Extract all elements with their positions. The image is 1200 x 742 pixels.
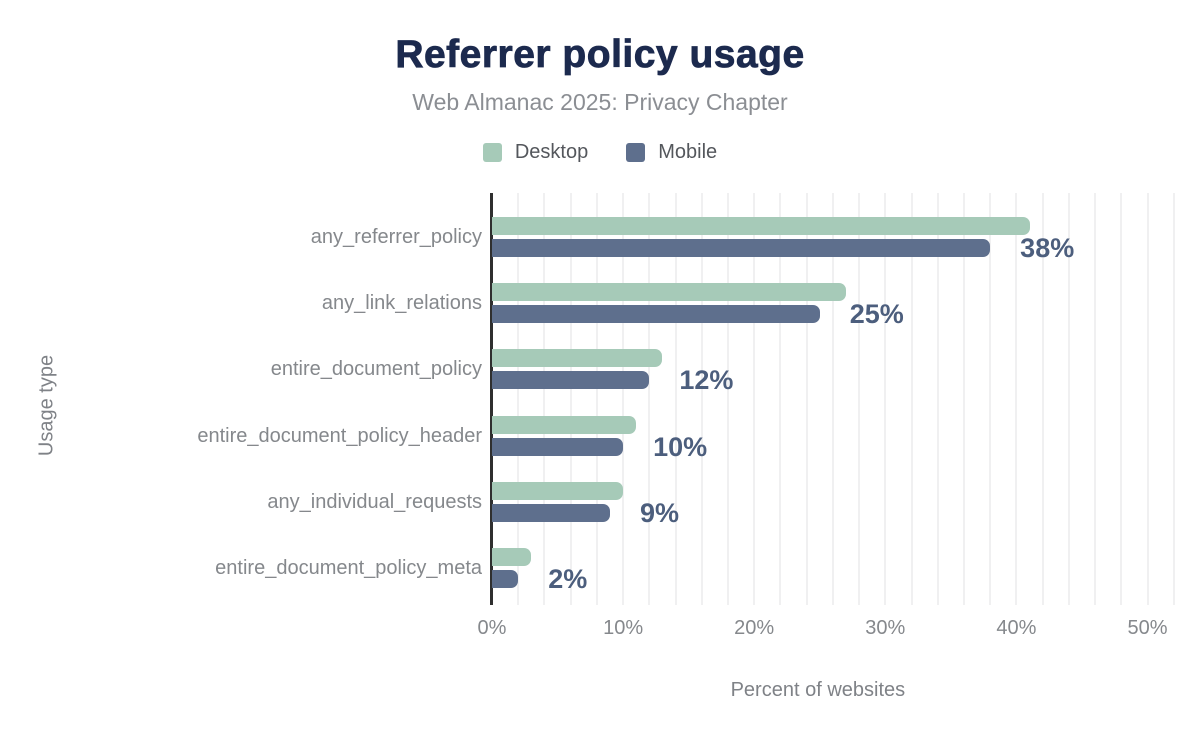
legend-swatch-desktop bbox=[482, 143, 502, 162]
category-label: entire_document_policy_meta bbox=[215, 557, 482, 579]
gridline bbox=[595, 193, 598, 605]
gridline bbox=[1041, 193, 1044, 605]
bar-mobile-any_link_relations bbox=[492, 305, 820, 324]
category-label: any_referrer_policy bbox=[310, 226, 482, 248]
bar-desktop-any_referrer_policy bbox=[492, 217, 1030, 235]
bar-mobile-any_referrer_policy bbox=[492, 239, 991, 257]
gridline bbox=[569, 193, 572, 605]
gridline bbox=[726, 193, 729, 605]
gridline bbox=[910, 193, 913, 605]
bar-mobile-entire_document_policy bbox=[492, 371, 650, 390]
gridline bbox=[858, 193, 861, 605]
gridline bbox=[1094, 193, 1097, 605]
category-label: entire_document_policy_header bbox=[197, 424, 482, 447]
legend-label: Mobile bbox=[658, 141, 718, 163]
gridline bbox=[622, 193, 625, 605]
gridline bbox=[936, 193, 939, 605]
bar-mobile-any_individual_requests bbox=[492, 503, 610, 522]
gridline bbox=[517, 193, 520, 605]
x-axis-title: Percent of websites bbox=[730, 679, 906, 701]
chart-subtitle: Web Almanac 2025: Privacy Chapter bbox=[412, 89, 788, 115]
category-label: entire_document_policy bbox=[270, 358, 482, 381]
bar-desktop-entire_document_policy_meta bbox=[492, 548, 532, 566]
category-label: any_link_relations bbox=[321, 292, 482, 315]
gridline bbox=[962, 193, 965, 605]
gridline bbox=[1015, 193, 1018, 605]
legend-item-desktop[interactable]: Desktop bbox=[482, 141, 589, 164]
x-tick-label: 50% bbox=[1127, 617, 1168, 639]
gridline bbox=[779, 193, 782, 605]
legend: Desktop Mobile bbox=[0, 141, 1200, 164]
gridline bbox=[674, 193, 677, 605]
y-axis-line bbox=[490, 193, 493, 605]
plot-area bbox=[490, 193, 1194, 605]
gridline bbox=[1172, 193, 1175, 605]
value-label: 25% bbox=[849, 299, 904, 330]
x-tick-label: 30% bbox=[865, 617, 906, 639]
chart-title: Referrer policy usage bbox=[395, 33, 805, 77]
bar-desktop-any_link_relations bbox=[492, 283, 846, 302]
gridline bbox=[805, 193, 808, 605]
gridline bbox=[884, 193, 887, 605]
bar-mobile-entire_document_policy_meta bbox=[492, 570, 519, 588]
value-label: 12% bbox=[679, 365, 734, 396]
value-label: 9% bbox=[639, 497, 680, 528]
gridline bbox=[648, 193, 651, 605]
x-tick-label: 40% bbox=[996, 617, 1037, 639]
bar-desktop-entire_document_policy bbox=[492, 349, 663, 368]
legend-item-mobile[interactable]: Mobile bbox=[626, 141, 717, 164]
gridline bbox=[1067, 193, 1070, 605]
y-axis-title: Usage type bbox=[35, 354, 58, 457]
value-label: 10% bbox=[653, 431, 708, 462]
bar-mobile-entire_document_policy_header bbox=[492, 437, 624, 456]
gridline bbox=[700, 193, 703, 605]
x-tick-label: 10% bbox=[603, 617, 644, 639]
gridline bbox=[989, 193, 992, 605]
x-tick-label: 20% bbox=[734, 617, 775, 639]
value-label: 38% bbox=[1020, 233, 1075, 263]
x-tick-label: 0% bbox=[477, 617, 507, 639]
legend-swatch-mobile bbox=[626, 143, 646, 162]
bar-desktop-entire_document_policy_header bbox=[492, 415, 637, 434]
bar-desktop-any_individual_requests bbox=[492, 481, 624, 500]
value-label: 2% bbox=[548, 564, 588, 594]
legend-label: Desktop bbox=[514, 141, 589, 163]
gridline bbox=[543, 193, 546, 605]
gridline bbox=[1146, 193, 1149, 605]
gridline bbox=[1120, 193, 1123, 605]
category-label: any_individual_requests bbox=[267, 490, 482, 513]
gridline bbox=[831, 193, 834, 605]
gridline bbox=[753, 193, 756, 605]
